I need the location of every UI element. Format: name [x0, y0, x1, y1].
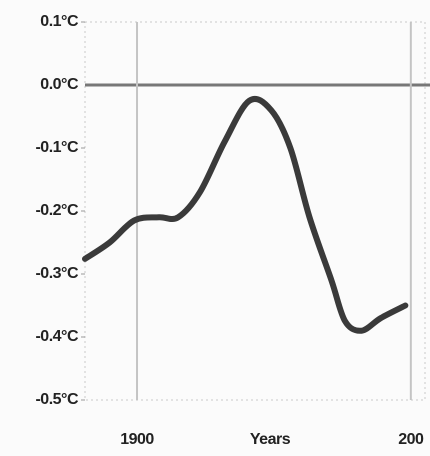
y-tick-label: 0.1°C: [40, 13, 79, 30]
x-tick-label: 200: [398, 431, 424, 448]
y-tick-label: -0.5°C: [35, 391, 78, 408]
y-tick-label: -0.4°C: [35, 328, 78, 345]
x-tick-label: 1900: [120, 431, 154, 448]
data-line: [82, 95, 409, 334]
y-tick-label: -0.1°C: [35, 139, 78, 156]
y-tick-label: 0.0°C: [40, 76, 79, 93]
plot-frame: [84, 21, 426, 401]
x-axis-label: Years: [250, 431, 291, 448]
y-tick-label: -0.2°C: [35, 202, 78, 219]
y-tick-label: -0.3°C: [35, 265, 78, 282]
